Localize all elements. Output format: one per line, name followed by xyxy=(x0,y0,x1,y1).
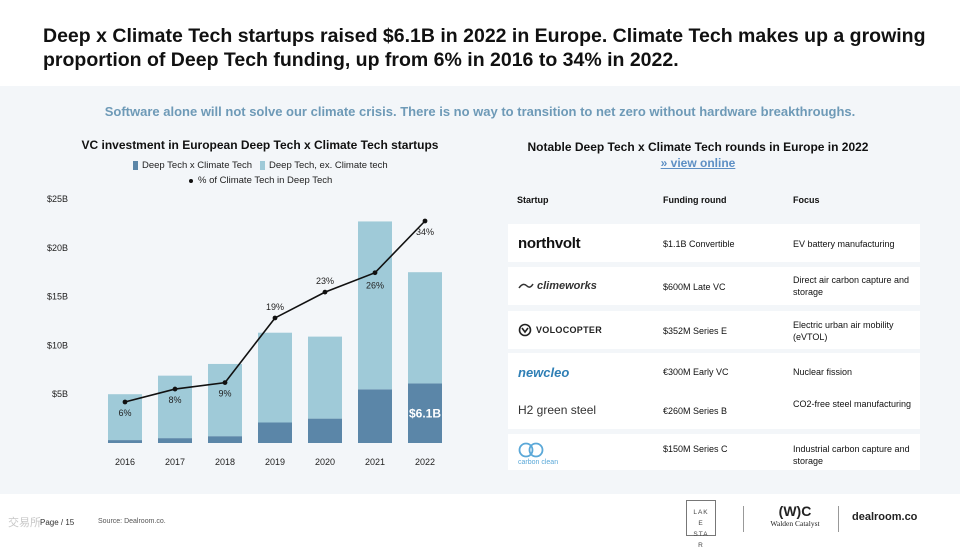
walden-catalyst-logo: (W)C Walden Catalyst xyxy=(770,503,820,528)
northvolt-logo: northvolt xyxy=(518,234,581,252)
bar-climate-tech xyxy=(408,383,442,443)
round-cell: $600M Late VC xyxy=(663,282,726,292)
bar-deep-tech xyxy=(258,332,292,423)
pct-point xyxy=(222,380,228,386)
table-row: carbon clean $150M Series C Industrial c… xyxy=(508,434,920,470)
pct-label: 9% xyxy=(218,389,231,399)
round-cell: €260M Series B xyxy=(663,406,728,416)
climeworks-mark-icon xyxy=(518,283,534,289)
y-tick-label: $25B xyxy=(47,194,68,204)
bar-climate-tech xyxy=(308,418,342,443)
bar-deep-tech xyxy=(208,363,242,437)
volocopter-logo: VOLOCOPTER xyxy=(518,311,602,349)
pct-label: 23% xyxy=(316,276,334,286)
x-tick-label: 2021 xyxy=(365,457,385,467)
source-note: Source: Dealroom.co. xyxy=(98,518,166,525)
pct-point xyxy=(122,399,128,405)
x-tick-label: 2019 xyxy=(265,457,285,467)
table-row: VOLOCOPTER $352M Series E Electric urban… xyxy=(508,311,920,349)
pct-label: 6% xyxy=(118,408,131,418)
legend-top: Deep Tech x Climate Tech Deep Tech, ex. … xyxy=(133,160,388,171)
round-cell: $150M Series C xyxy=(663,444,728,454)
header-focus: Focus xyxy=(793,195,820,205)
bar-deep-tech xyxy=(158,375,192,439)
pct-label: 19% xyxy=(266,302,284,312)
newcleo-logo: newcleo xyxy=(518,364,570,380)
pct-point xyxy=(272,315,278,321)
carbon-clean-logo: carbon clean xyxy=(518,434,558,472)
bar-deep-tech xyxy=(358,221,392,390)
y-tick-label: $15B xyxy=(47,292,68,302)
subtitle: Software alone will not solve our climat… xyxy=(104,104,856,119)
focus-cell: Direct air carbon capture and storage xyxy=(793,275,910,297)
view-online-link[interactable]: » view online xyxy=(660,156,736,170)
focus-cell: Nuclear fission xyxy=(793,367,853,377)
dealroom-logo: dealroom.co xyxy=(852,511,918,523)
legend-swatch-climate xyxy=(133,161,138,170)
focus-cell: CO2-free steel manufacturing xyxy=(793,399,912,409)
legend-bottom: % of Climate Tech in Deep Tech xyxy=(189,175,332,186)
footer-divider xyxy=(743,506,744,532)
lake-star-logo: LAKE STAR xyxy=(686,500,716,549)
x-tick-label: 2018 xyxy=(215,457,235,467)
pct-label: 34% xyxy=(416,227,434,237)
bar-climate-tech xyxy=(108,440,142,443)
pct-point xyxy=(372,270,378,276)
footer-divider xyxy=(838,506,839,532)
table-title: Notable Deep Tech x Climate Tech rounds … xyxy=(527,140,869,154)
legend-label-deeptech: Deep Tech, ex. Climate tech xyxy=(269,160,388,171)
bar-climate-tech xyxy=(358,389,392,443)
bar-climate-tech xyxy=(208,436,242,443)
table-row: climeworks $600M Late VC Direct air carb… xyxy=(508,267,920,305)
climeworks-logo: climeworks xyxy=(518,267,597,305)
focus-cell: EV battery manufacturing xyxy=(793,239,895,249)
legend-label-line: % of Climate Tech in Deep Tech xyxy=(198,175,333,186)
x-tick-label: 2017 xyxy=(165,457,185,467)
carbon-clean-mark-icon xyxy=(518,442,544,457)
headline: Deep x Climate Tech startups raised $6.1… xyxy=(43,25,926,71)
y-tick-label: $5B xyxy=(52,389,68,399)
legend-label-climate: Deep Tech x Climate Tech xyxy=(142,160,253,171)
x-tick-label: 2020 xyxy=(315,457,335,467)
legend-dot-icon xyxy=(189,178,193,183)
chart-title: VC investment in European Deep Tech x Cl… xyxy=(81,138,439,152)
h2-green-steel-logo: H2 green steel xyxy=(518,403,597,417)
header-startup: Startup xyxy=(517,195,549,205)
bar-deep-tech xyxy=(308,336,342,419)
pct-label: 8% xyxy=(168,395,181,405)
pct-point xyxy=(322,289,328,295)
bar-climate-tech xyxy=(258,422,292,443)
bar-chart: $5B $10B $15B $20B $25B 2016 2017 2018 2019 2020 2… xyxy=(47,194,442,467)
bar-climate-tech xyxy=(158,438,192,443)
page-number: Page / 15 xyxy=(40,518,75,527)
legend-swatch-deeptech xyxy=(260,161,266,170)
pct-label: 26% xyxy=(366,281,384,291)
x-tick-label: 2022 xyxy=(415,457,435,467)
y-tick-label: $20B xyxy=(47,243,68,253)
focus-cell: Industrial carbon capture and storage xyxy=(793,444,910,466)
header-round: Funding round xyxy=(663,195,727,205)
table-row: H2 green steel €260M Series B CO2-free s… xyxy=(508,391,920,429)
y-tick-label: $10B xyxy=(47,340,68,350)
volocopter-mark-icon xyxy=(518,323,532,337)
table-row: northvolt $1.1B Convertible EV battery m… xyxy=(508,224,920,262)
round-cell: €300M Early VC xyxy=(663,367,729,377)
x-tick-label: 2016 xyxy=(115,457,135,467)
round-cell: $1.1B Convertible xyxy=(663,239,735,249)
pct-point xyxy=(422,218,428,224)
bar-deep-tech xyxy=(408,272,442,384)
focus-cell: Electric urban air mobility (eVTOL) xyxy=(793,320,894,342)
round-cell: $352M Series E xyxy=(663,326,728,336)
pct-point xyxy=(172,386,178,392)
watermark: 交易所 xyxy=(8,517,41,529)
table-row: newcleo €300M Early VC Nuclear fission xyxy=(508,353,920,391)
bar-value-label: $6.1B xyxy=(409,406,441,420)
